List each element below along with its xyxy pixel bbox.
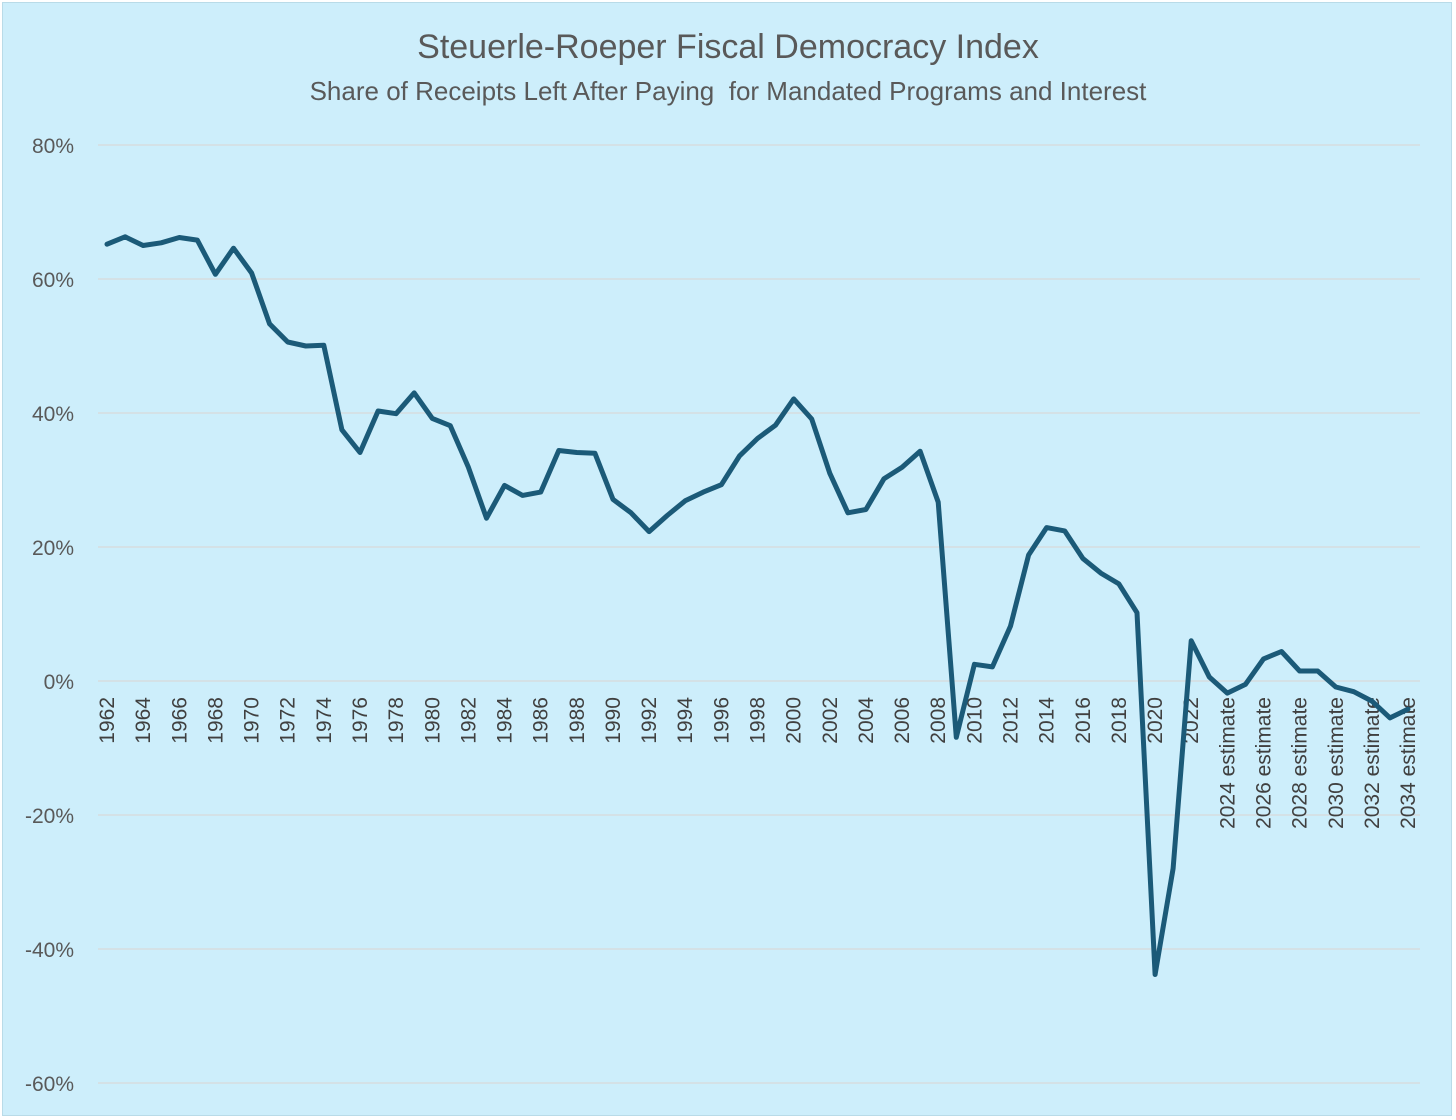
x-tick-label: 1984 [494,697,517,744]
x-tick-label: 1996 [710,697,733,744]
x-tick-label: 1990 [602,697,625,744]
x-tick-label: 2034 estimate [1397,697,1420,829]
x-tick-label: 2016 [1072,697,1095,744]
x-tick-label: 1994 [674,697,697,744]
x-tick-label: 1986 [530,697,553,744]
x-tick-label: 2002 [819,697,842,744]
y-tick-label: 0% [44,671,74,694]
x-tick-label: 1982 [457,697,480,744]
x-tick-label: 2008 [927,697,950,744]
x-tick-label: 1962 [96,697,119,744]
x-tick-label: 2018 [1108,697,1131,744]
x-tick-label: 2032 estimate [1361,697,1384,829]
x-tick-label: 1972 [277,697,300,744]
chart-subtitle: Share of Receipts Left After Paying for … [309,76,1147,106]
x-tick-label: 1968 [204,697,227,744]
x-tick-label: 2024 estimate [1216,697,1239,829]
y-tick-label: -20% [25,805,74,828]
x-tick-label: 2020 [1144,697,1167,744]
x-tick-label: 2004 [855,697,878,744]
x-tick-label: 1970 [241,697,264,744]
x-tick-label: 1976 [349,697,372,744]
x-tick-label: 1992 [638,697,661,744]
x-tick-label: 2012 [1000,697,1023,744]
x-tick-label: 2026 estimate [1252,697,1275,829]
x-tick-label: 1998 [747,697,770,744]
x-tick-label: 1978 [385,697,408,744]
x-tick-label: 2010 [963,697,986,744]
y-tick-label: 20% [32,537,74,560]
x-tick-label: 2030 estimate [1325,697,1348,829]
x-tick-label: 1988 [566,697,589,744]
y-axis-tick-labels: 80% 60% 40% 20% 0% -20% -40% -60% [25,135,74,1096]
y-tick-label: 40% [32,403,74,426]
x-tick-label: 2028 estimate [1289,697,1312,829]
y-tick-label: 80% [32,135,74,158]
chart-title: Steuerle-Roeper Fiscal Democracy Index [417,28,1039,66]
gridlines [98,144,1420,1084]
x-tick-label: 2000 [783,697,806,744]
series-lines [104,234,1411,977]
y-tick-label: -40% [25,939,74,962]
x-tick-label: 1966 [168,697,191,744]
y-tick-label: 60% [32,269,74,292]
x-tick-label: 2006 [891,697,914,744]
x-axis-tick-labels: 1962 1964 1966 1968 1970 1972 1974 1976 1978 1980… [96,697,1420,829]
x-tick-label: 1974 [313,697,336,744]
x-tick-label: 2014 [1036,697,1059,744]
x-tick-label: 1980 [421,697,444,744]
series-line [104,234,1411,977]
x-tick-label: 1964 [132,697,155,744]
y-tick-label: -60% [25,1073,74,1096]
